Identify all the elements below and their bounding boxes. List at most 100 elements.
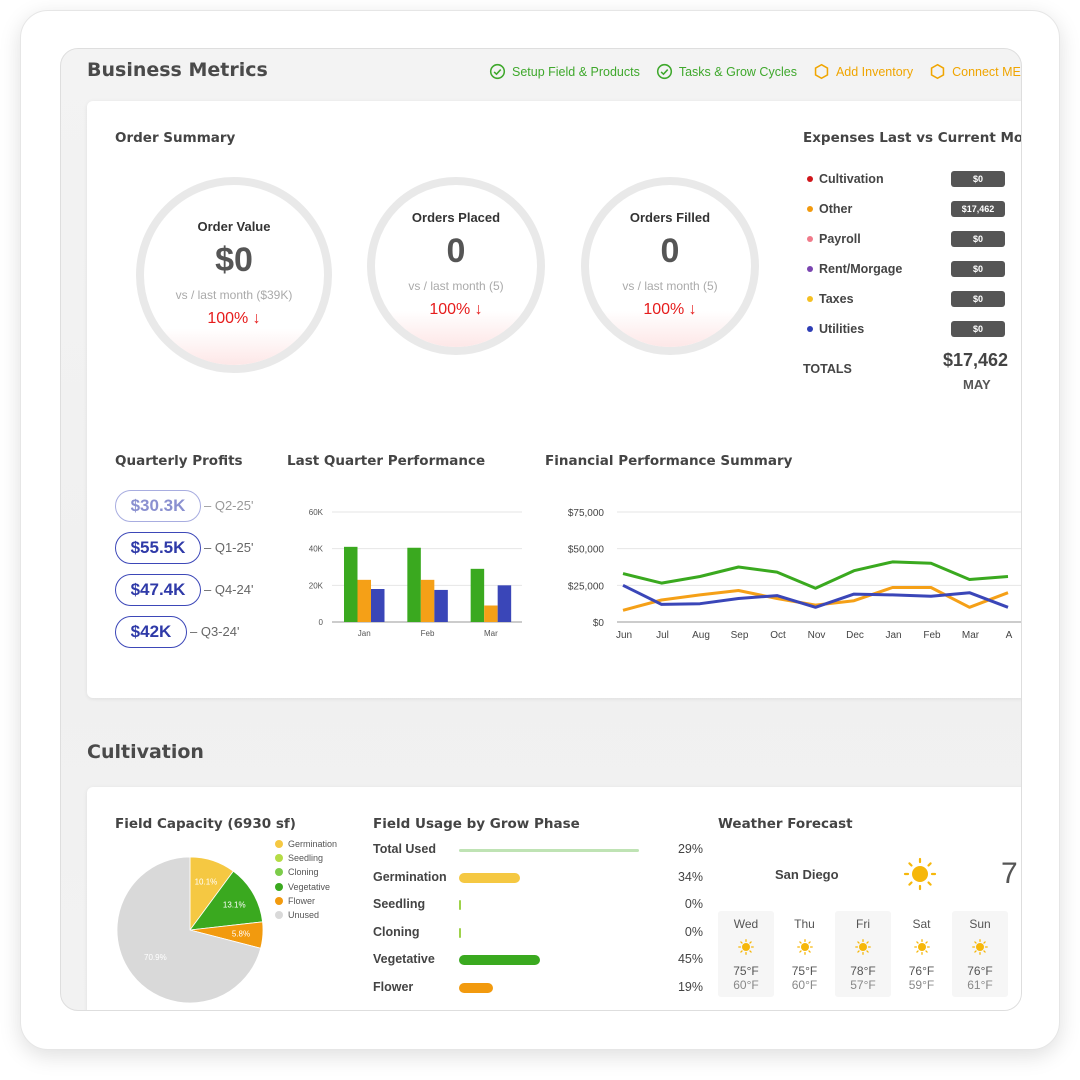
pending-hexagon-icon — [814, 63, 829, 80]
step-tasks[interactable]: Tasks & Grow Cycles — [656, 63, 797, 80]
forecast-day: Sat 76°F 59°F — [893, 911, 950, 997]
forecast-day-name: Wed — [733, 917, 759, 931]
bar — [497, 585, 512, 622]
step-add-inventory[interactable]: Add Inventory — [813, 63, 913, 80]
orders-placed-value: 0 — [446, 232, 466, 270]
orders-filled-card: Orders Filled 0 vs / last month (5) 100%… — [581, 177, 759, 355]
pie-slice-label: 5.8% — [232, 930, 250, 939]
profit-pill[interactable]: $42K — [115, 616, 187, 648]
expense-label: Utilities — [819, 322, 865, 336]
order-summary-title: Order Summary — [115, 130, 236, 146]
expenses-title: Expenses Last vs Current Mor — [803, 130, 1022, 146]
orders-placed-card: Orders Placed 0 vs / last month (5) 100%… — [367, 177, 545, 355]
profit-pill[interactable]: $47.4K — [115, 574, 201, 606]
forecast-day-name: Thu — [794, 917, 815, 931]
forecast-low: 61°F — [967, 978, 993, 992]
expense-color-dot — [807, 296, 813, 302]
profit-quarter-label: – Q4-24' — [204, 582, 254, 597]
bar-y-tick: 0 — [319, 618, 324, 627]
forecast-high: 78°F — [850, 964, 876, 978]
setup-steps: Setup Field & Products Tasks & Grow Cycl… — [489, 63, 1021, 80]
legend-label: Flower — [288, 895, 316, 906]
profit-pill[interactable]: $30.3K — [115, 490, 201, 522]
field-capacity-pie: 10.1% 13.1% 5.8% 70.9% — [116, 856, 264, 1004]
business-metrics-card: Order Summary Order Value $0 vs / last m… — [87, 101, 1022, 698]
forecast-high: 75°F — [733, 964, 759, 978]
expense-row: Taxes $0 — [807, 291, 1007, 307]
step-connect[interactable]: Connect ME — [929, 63, 1021, 80]
bar — [420, 579, 435, 622]
usage-percent: 0% — [684, 897, 703, 911]
step-label: Add Inventory — [835, 64, 914, 79]
bar — [357, 579, 371, 622]
usage-label: Total Used — [373, 842, 436, 856]
forecast-day: Fri 78°F 57°F — [835, 911, 891, 997]
forecast-day-name: Sun — [969, 917, 991, 931]
usage-percent: 45% — [677, 952, 703, 966]
forecast-day: Thu 75°F 60°F — [776, 911, 833, 997]
forecast-low: 57°F — [850, 978, 876, 992]
usage-bar — [459, 982, 493, 993]
check-circle-icon — [489, 63, 506, 80]
orders-placed-sub: vs / last month (5) — [408, 279, 504, 293]
legend-color-dot — [275, 840, 283, 848]
expense-amount: $0 — [951, 261, 1005, 277]
pie-slice-label: 10.1% — [195, 877, 218, 886]
usage-row: Germination 34% — [373, 870, 703, 888]
expense-label: Payroll — [819, 232, 861, 246]
line-x-tick: Oct — [770, 630, 786, 641]
usage-row: Seedling 0% — [373, 897, 703, 915]
legend-color-dot — [275, 854, 283, 863]
cultivation-card: Field Capacity (6930 sf) 10.1% 13.1% 5.8% 7… — [87, 787, 1021, 1010]
bar-y-tick: 60K — [309, 508, 324, 517]
usage-label: Germination — [373, 869, 447, 884]
forecast-day-name: Sat — [912, 917, 931, 931]
expense-color-dot — [807, 176, 813, 182]
line-x-tick: Sep — [731, 630, 749, 641]
bar — [371, 589, 385, 622]
usage-percent: 34% — [677, 869, 703, 884]
sun-icon — [903, 857, 937, 891]
expense-label: Taxes — [819, 292, 854, 306]
profit-quarter-label: – Q3-24' — [190, 624, 240, 639]
totals-month: MAY — [963, 377, 991, 392]
profit-quarter-label: – Q1-25' — [204, 540, 254, 555]
pie-slice — [189, 870, 263, 931]
orders-filled-sub: vs / last month (5) — [622, 279, 718, 293]
profit-pill[interactable]: $55.5K — [115, 532, 201, 564]
last-quarter-title: Last Quarter Performance — [287, 453, 486, 469]
expense-label: Rent/Morgage — [819, 262, 903, 276]
orders-placed-label: Orders Placed — [411, 210, 501, 225]
usage-bar — [459, 849, 639, 852]
pie-legend-item: Unused — [275, 910, 319, 920]
series-line — [622, 560, 1009, 590]
order-value-card: Order Value $0 vs / last month ($39K) 10… — [136, 177, 332, 373]
bar — [470, 568, 485, 622]
expense-color-dot — [807, 206, 813, 212]
legend-label: Vegetative — [288, 881, 331, 892]
order-value-label: Order Value — [197, 219, 271, 234]
usage-percent: 0% — [684, 924, 703, 939]
usage-label: Vegetative — [373, 952, 435, 966]
step-setup-field[interactable]: Setup Field & Products — [489, 63, 640, 80]
financial-line-chart: $0 $25,000 $50,000 $75,000 Jun Jul Aug Sep Oct No… — [568, 508, 1021, 641]
line-x-tick: Nov — [808, 630, 826, 641]
weather-current-temp: 7 — [1001, 857, 1018, 890]
pie-legend-item: Germination — [275, 839, 337, 849]
expense-label: Cultivation — [819, 172, 884, 186]
pending-hexagon-icon — [930, 63, 945, 80]
forecast-day: Sun 76°F 61°F — [952, 911, 1008, 997]
legend-label: Unused — [288, 910, 320, 920]
line-x-tick: Mar — [962, 630, 980, 641]
field-usage-title: Field Usage by Grow Phase — [373, 816, 580, 832]
usage-percent: 29% — [677, 842, 703, 856]
usage-bar — [459, 872, 520, 883]
expense-amount: $0 — [951, 231, 1005, 247]
usage-label: Flower — [373, 979, 414, 994]
line-x-tick: Jun — [616, 630, 632, 641]
forecast-high: 76°F — [967, 964, 993, 978]
bar — [484, 605, 498, 622]
business-metrics-title: Business Metrics — [87, 59, 268, 81]
bar — [407, 547, 421, 622]
pie-slice — [116, 856, 262, 1004]
